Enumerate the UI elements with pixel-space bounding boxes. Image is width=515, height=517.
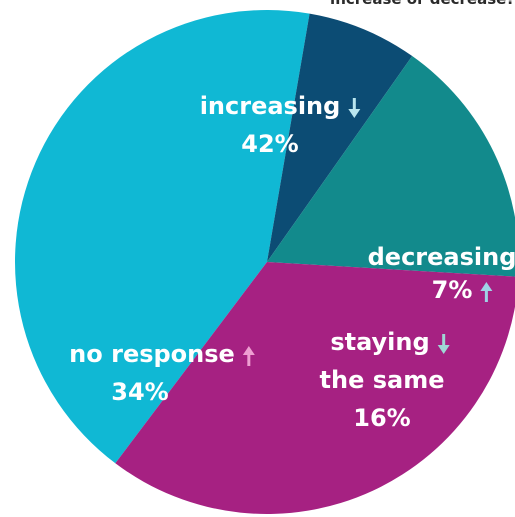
pie-labels: increasing 42% decreasing 7%staying the same… bbox=[69, 92, 515, 432]
arrow-down-icon bbox=[437, 334, 450, 354]
pie-slice-decreasing bbox=[267, 13, 413, 262]
arrow-down-icon bbox=[348, 98, 361, 118]
arrow-up-icon bbox=[480, 282, 493, 302]
slice-value-staying-the-same: 16% bbox=[353, 404, 410, 432]
pie-slice-no-response bbox=[115, 262, 515, 514]
slice-label-decreasing: decreasing bbox=[368, 243, 515, 271]
slice-value-decreasing: 7% bbox=[432, 276, 473, 304]
arrow-up-icon bbox=[242, 346, 255, 366]
slice-label-group-no-response: no response 34% bbox=[69, 340, 255, 406]
slice-label-no-response: no response bbox=[69, 340, 235, 368]
slice-label-staying-the-same-line-1: staying bbox=[330, 328, 429, 356]
pie-slice-increasing bbox=[14, 9, 310, 464]
slice-label-staying-the-same-line-2: the same bbox=[320, 366, 445, 394]
slice-label-group-increasing: increasing 42% bbox=[200, 92, 361, 158]
slice-label-increasing: increasing bbox=[200, 92, 341, 120]
top-note: increase or decrease? bbox=[330, 0, 515, 8]
slice-label-group-decreasing: decreasing 7% bbox=[368, 243, 515, 304]
slice-value-increasing: 42% bbox=[241, 130, 298, 158]
pie-slice-staying-the-same bbox=[267, 56, 515, 277]
pie-slices bbox=[14, 9, 515, 514]
slice-label-group-staying-the-same: staying the same 16% bbox=[320, 328, 450, 432]
slice-value-no-response: 34% bbox=[111, 378, 168, 406]
